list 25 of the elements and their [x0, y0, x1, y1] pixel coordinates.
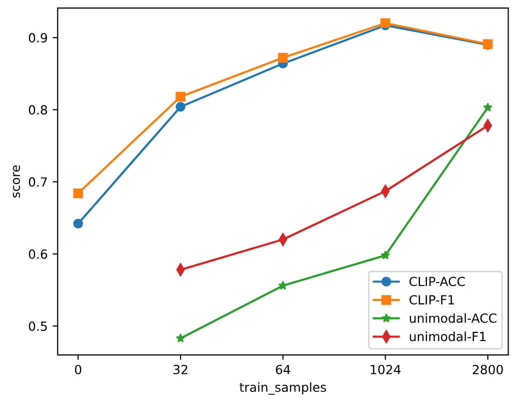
point: [176, 102, 186, 112]
y-axis-title: score: [12, 165, 20, 198]
legend-label: unimodal-F1: [410, 332, 486, 342]
legend-label: CLIP-F1: [410, 295, 454, 305]
y-tick-label: 0.9: [28, 33, 48, 43]
x-tick-label: 0: [74, 364, 82, 374]
x-tick-label: 64: [276, 364, 290, 374]
point: [176, 333, 186, 342]
y-tick-label: 0.6: [28, 249, 48, 259]
point: [278, 52, 288, 63]
x-tick-label: 2800: [472, 364, 503, 374]
point: [176, 92, 186, 102]
y-tick-label: 0.7: [28, 177, 47, 187]
point: [73, 218, 83, 228]
x-tick-label: 32: [174, 364, 188, 374]
y-tick-label: 0.8: [28, 105, 48, 115]
legend-label: unimodal-ACC: [410, 313, 496, 323]
legend-label: CLIP-ACC: [410, 276, 465, 286]
point: [380, 250, 390, 260]
point: [483, 102, 492, 112]
x-axis-title: train_samples: [240, 382, 326, 395]
x-tick-label: 1024: [370, 364, 401, 374]
y-tick-label: 0.5: [28, 322, 47, 331]
point: [278, 280, 288, 290]
point: [73, 188, 83, 198]
